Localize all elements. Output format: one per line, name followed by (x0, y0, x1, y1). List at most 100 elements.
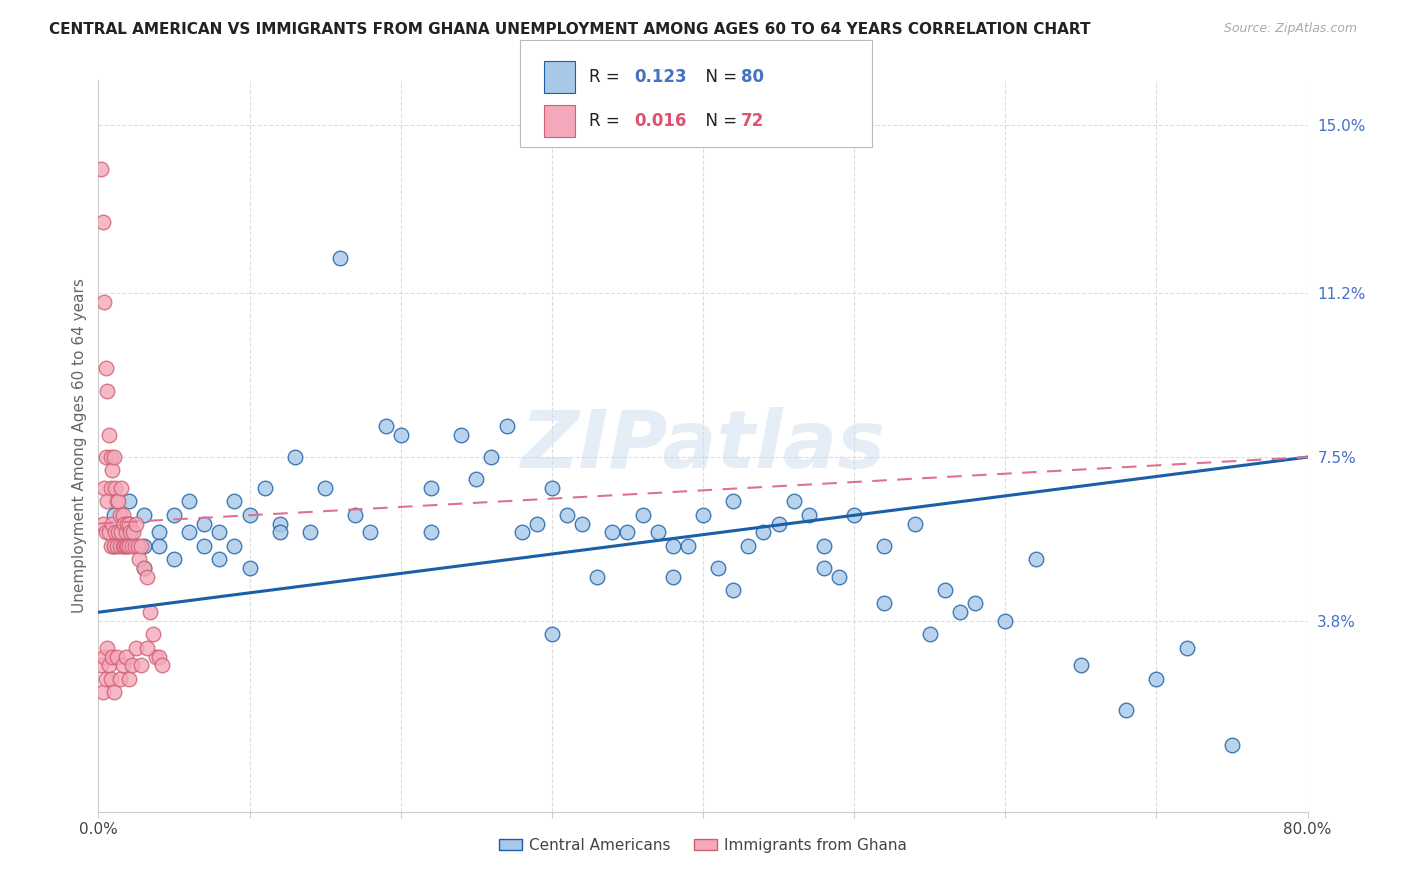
Point (103, 539, 125, 553)
Point (96, 640, 118, 655)
Point (121, 658, 143, 673)
Point (118, 539, 141, 553)
Point (93, 294, 115, 309)
Point (111, 539, 134, 553)
Point (420, 481, 443, 495)
Point (253, 481, 276, 495)
Point (118, 516, 141, 531)
Point (1220, 738, 1243, 752)
Point (132, 508, 155, 522)
Point (96, 494, 118, 508)
Point (94, 672, 117, 686)
Point (526, 516, 548, 531)
Point (647, 525, 669, 540)
Point (111, 658, 134, 673)
Point (114, 539, 136, 553)
Point (510, 525, 533, 540)
Point (661, 570, 683, 584)
Point (98, 428, 121, 442)
Text: CENTRAL AMERICAN VS IMMIGRANTS FROM GHANA UNEMPLOYMENT AMONG AGES 60 TO 64 YEARS: CENTRAL AMERICAN VS IMMIGRANTS FROM GHAN… (49, 22, 1091, 37)
Point (110, 525, 132, 540)
Point (110, 481, 132, 495)
Point (142, 627, 165, 641)
Point (163, 552, 186, 566)
Point (239, 508, 262, 522)
Point (148, 525, 170, 540)
Point (122, 525, 145, 540)
Point (783, 494, 806, 508)
Point (269, 525, 291, 540)
Text: Source: ZipAtlas.com: Source: ZipAtlas.com (1223, 22, 1357, 36)
Point (692, 508, 714, 522)
Point (904, 516, 927, 531)
Point (163, 508, 186, 522)
Point (723, 583, 745, 598)
Point (239, 561, 262, 575)
Point (115, 539, 138, 553)
Point (104, 481, 127, 495)
Point (100, 450, 122, 464)
Point (112, 516, 135, 531)
Point (98, 525, 121, 540)
Point (602, 525, 624, 540)
Point (631, 508, 654, 522)
Point (314, 481, 336, 495)
Point (284, 450, 307, 464)
Point (193, 539, 215, 553)
Point (105, 649, 128, 664)
Point (118, 525, 141, 540)
Point (179, 494, 201, 508)
Point (723, 494, 745, 508)
Point (93, 649, 115, 664)
Point (105, 539, 128, 553)
Point (918, 627, 941, 641)
Point (1024, 552, 1046, 566)
Y-axis label: Unemployment Among Ages 60 to 64 years: Unemployment Among Ages 60 to 64 years (72, 278, 87, 614)
Point (96, 384, 118, 398)
Point (103, 539, 125, 553)
Point (813, 561, 835, 575)
Point (104, 525, 127, 540)
Point (128, 552, 150, 566)
Point (98, 658, 121, 673)
Point (100, 481, 122, 495)
Point (374, 419, 396, 434)
Point (90, 658, 112, 673)
Point (129, 539, 152, 553)
Text: 80: 80 (741, 68, 763, 86)
Point (571, 516, 593, 531)
Point (94, 525, 117, 540)
Point (420, 525, 443, 540)
Point (329, 251, 352, 265)
Point (179, 525, 201, 540)
Point (101, 516, 124, 531)
Point (132, 539, 155, 553)
Point (100, 672, 122, 686)
Point (1115, 703, 1137, 717)
Point (101, 649, 124, 664)
Point (101, 463, 124, 477)
Point (208, 525, 231, 540)
Point (114, 649, 136, 664)
Point (103, 450, 125, 464)
Point (752, 525, 775, 540)
Text: N =: N = (695, 68, 742, 86)
Legend: Central Americans, Immigrants from Ghana: Central Americans, Immigrants from Ghana (492, 831, 914, 859)
Point (94, 450, 117, 464)
Point (135, 640, 157, 655)
Point (1175, 640, 1198, 655)
Point (112, 539, 135, 553)
Point (100, 539, 122, 553)
Point (616, 525, 638, 540)
Point (125, 640, 148, 655)
Point (103, 508, 125, 522)
Point (94, 361, 117, 376)
Point (540, 481, 562, 495)
Point (115, 516, 138, 531)
Point (118, 494, 141, 508)
Point (540, 627, 562, 641)
Point (145, 649, 167, 664)
Point (129, 658, 152, 673)
Point (148, 649, 170, 664)
Point (450, 428, 472, 442)
